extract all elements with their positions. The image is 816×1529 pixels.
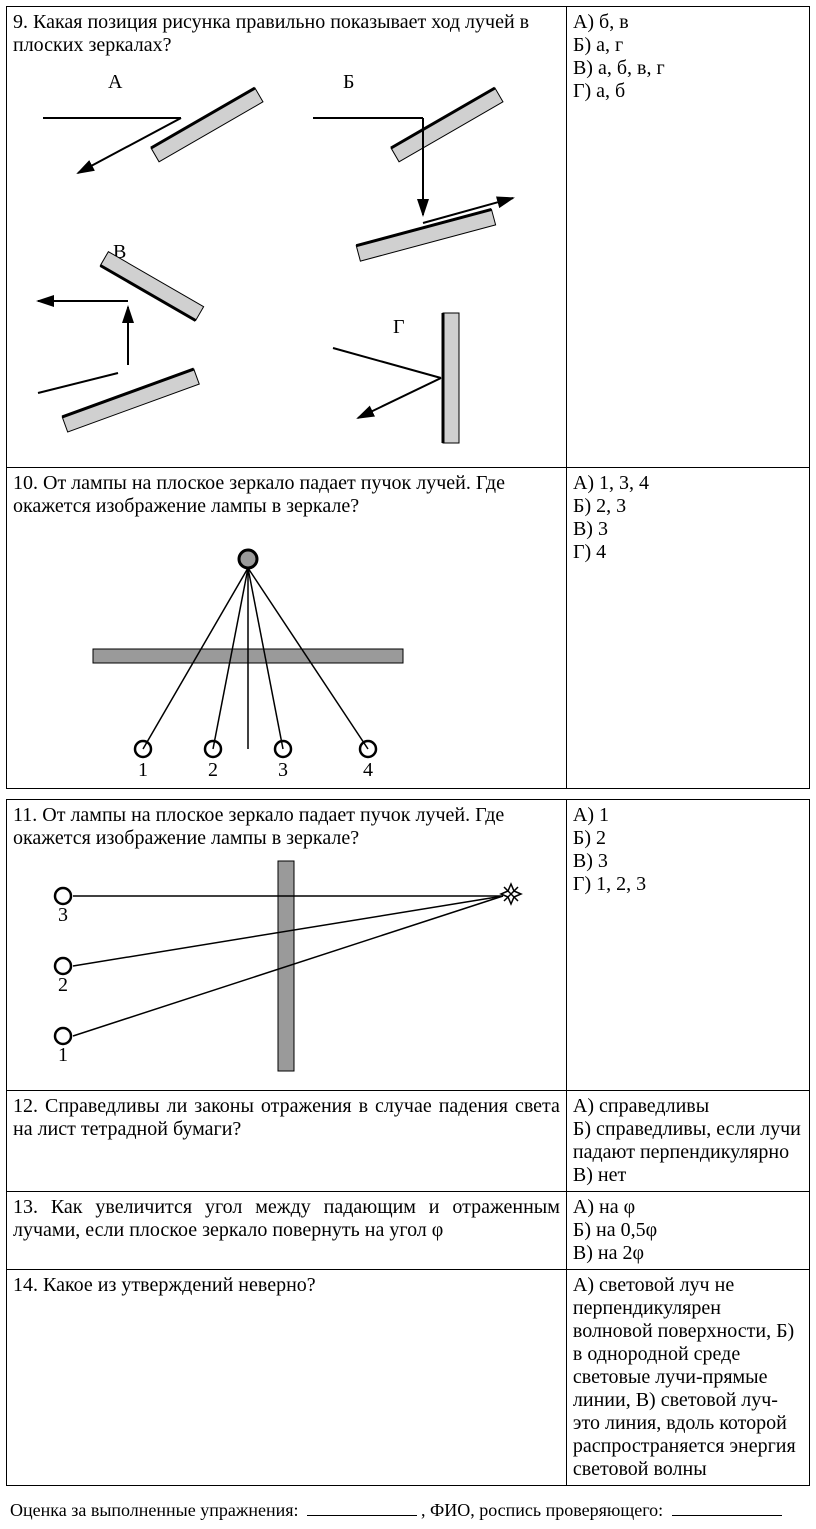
q9-label-A: А xyxy=(108,71,123,93)
q10-prompt: 10. От лампы на плоское зеркало падает п… xyxy=(13,472,560,518)
q11-answer-a: А) 1 xyxy=(573,804,803,827)
q10-answer-b: Б) 2, 3 xyxy=(573,495,803,518)
q9-prompt: 9. Какая позиция рисунка правильно показ… xyxy=(13,11,560,57)
signature-blank[interactable] xyxy=(672,1498,782,1516)
q11-label-2: 2 xyxy=(58,974,68,996)
q10-answers-cell: А) 1, 3, 4 Б) 2, 3 В) 3 Г) 4 xyxy=(566,468,809,789)
row-q12: 12. Справедливы ли законы отражения в сл… xyxy=(7,1091,810,1192)
q12-answers-cell: А) справедливы Б) справедливы, если лучи… xyxy=(566,1091,809,1192)
q9-label-G: Г xyxy=(393,316,405,338)
q12-answer-v: В) нет xyxy=(573,1164,803,1187)
q9-diagram-V xyxy=(38,252,204,432)
q12-answer-a: А) справедливы xyxy=(573,1095,803,1118)
footer-part1: Оценка за выполненные упражнения: xyxy=(10,1500,298,1520)
q11-answer-v: В) 3 xyxy=(573,850,803,873)
row-q9: 9. Какая позиция рисунка правильно показ… xyxy=(7,7,810,468)
q11-label-3: 3 xyxy=(58,904,68,926)
q10-answer-v: В) 3 xyxy=(573,518,803,541)
q10-label-4: 4 xyxy=(363,759,373,781)
q13-answer-a: А) на φ xyxy=(573,1196,803,1219)
row-q11: 11. От лампы на плоское зеркало падает п… xyxy=(7,800,810,1091)
row-q13: 13. Как увеличится угол между падающим и… xyxy=(7,1192,810,1270)
q11-question-cell: 11. От лампы на плоское зеркало падает п… xyxy=(7,800,567,1091)
q10-label-2: 2 xyxy=(208,759,218,781)
q9-svg: А Б xyxy=(13,63,553,463)
q14-answers: А) световой луч не перпендикулярен волно… xyxy=(573,1274,796,1480)
q9-diagram-B xyxy=(313,88,513,261)
q9-answer-a: А) б, в xyxy=(573,11,803,34)
q13-answer-b: Б) на 0,5φ xyxy=(573,1219,803,1242)
q11-prompt: 11. От лампы на плоское зеркало падает п… xyxy=(13,804,560,850)
q10-diagram: 1 2 3 4 xyxy=(13,524,560,784)
q10-answer-a: А) 1, 3, 4 xyxy=(573,472,803,495)
q9-label-B: Б xyxy=(343,71,354,93)
q11-label-1: 1 xyxy=(58,1044,68,1066)
q11-answer-b: Б) 2 xyxy=(573,827,803,850)
q9-question-cell: 9. Какая позиция рисунка правильно показ… xyxy=(7,7,567,468)
q9-diagram: А Б xyxy=(13,63,560,463)
q10-label-1: 1 xyxy=(138,759,148,781)
q14-prompt: 14. Какое из утверждений неверно? xyxy=(13,1274,316,1296)
q13-answers-cell: А) на φ Б) на 0,5φ В) на 2φ xyxy=(566,1192,809,1270)
q10-question-cell: 10. От лампы на плоское зеркало падает п… xyxy=(7,468,567,789)
q9-answer-b: Б) а, г xyxy=(573,34,803,57)
row-q14: 14. Какое из утверждений неверно? А) све… xyxy=(7,1270,810,1486)
row-q10: 10. От лампы на плоское зеркало падает п… xyxy=(7,468,810,789)
q12-answer-b: Б) справедливы, если лучи падают перпенд… xyxy=(573,1118,803,1164)
q10-svg: 1 2 3 4 xyxy=(13,524,473,784)
q11-diagram: 3 2 1 xyxy=(13,856,560,1086)
q10-label-3: 3 xyxy=(278,759,288,781)
q13-question-cell: 13. Как увеличится угол между падающим и… xyxy=(7,1192,567,1270)
footer: Оценка за выполненные упражнения: , ФИО,… xyxy=(6,1496,810,1523)
q9-answer-v: В) а, б, в, г xyxy=(573,57,803,80)
q11-answers-cell: А) 1 Б) 2 В) 3 Г) 1, 2, 3 xyxy=(566,800,809,1091)
questions-table-1: 9. Какая позиция рисунка правильно показ… xyxy=(6,6,810,789)
grade-blank[interactable] xyxy=(307,1498,417,1516)
q12-question-cell: 12. Справедливы ли законы отражения в сл… xyxy=(7,1091,567,1192)
q11-answer-g: Г) 1, 2, 3 xyxy=(573,873,803,896)
q11-svg: 3 2 1 xyxy=(13,856,553,1086)
q9-answers-cell: А) б, в Б) а, г В) а, б, в, г Г) а, б xyxy=(566,7,809,468)
q14-answers-cell: А) световой луч не перпендикулярен волно… xyxy=(566,1270,809,1486)
q13-prompt: 13. Как увеличится угол между падающим и… xyxy=(13,1196,560,1241)
questions-table-2: 11. От лампы на плоское зеркало падает п… xyxy=(6,799,810,1486)
q9-answer-g: Г) а, б xyxy=(573,80,803,103)
q10-answer-g: Г) 4 xyxy=(573,541,803,564)
q12-prompt: 12. Справедливы ли законы отражения в сл… xyxy=(13,1095,560,1140)
footer-part2: , ФИО, роспись проверяющего: xyxy=(421,1500,663,1520)
q13-answer-v: В) на 2φ xyxy=(573,1242,803,1265)
q14-question-cell: 14. Какое из утверждений неверно? xyxy=(7,1270,567,1486)
q9-diagram-A xyxy=(43,88,263,173)
